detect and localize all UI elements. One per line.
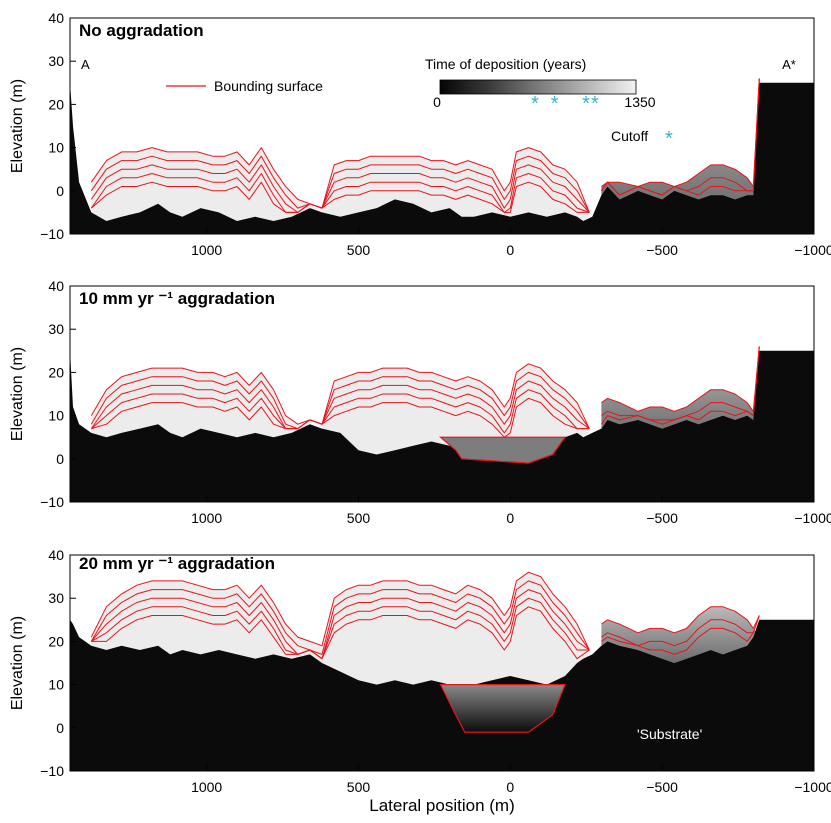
colorbar-gradient — [439, 79, 637, 95]
bounding-surface-line — [90, 380, 590, 430]
bounding-surface-line — [90, 363, 590, 429]
y-axis-label: Elevation (m) — [9, 347, 26, 441]
bounding-surface-line — [600, 78, 760, 196]
y-tick-label: 20 — [48, 633, 64, 649]
y-tick-label: 40 — [48, 547, 64, 563]
cutoff-marker: * — [531, 93, 539, 115]
x-tick-label: 0 — [506, 242, 514, 258]
y-tick-label: 30 — [48, 321, 64, 337]
bounding-surface-line — [601, 606, 760, 634]
plot-frame — [69, 17, 815, 235]
deposit-area — [91, 147, 590, 234]
bounding-surface-line — [90, 389, 590, 434]
plot-frame — [69, 285, 815, 503]
bounding-surface-line — [601, 615, 760, 647]
panel-title: 10 mm yr ⁻¹ aggradation — [79, 289, 275, 308]
plot-frame — [69, 554, 815, 772]
channel-fill — [439, 684, 566, 733]
legend-label: Bounding surface — [214, 78, 323, 94]
bounding-surfaces — [90, 346, 760, 438]
y-tick-label: 30 — [48, 53, 64, 69]
y-tick-label: 20 — [48, 96, 64, 112]
endpoint-label-left: A — [81, 57, 90, 72]
cutoff-legend-star: * — [665, 128, 673, 150]
x-tick-label: 500 — [347, 510, 371, 526]
y-tick-label: 0 — [56, 720, 64, 736]
y-tick-label: −10 — [40, 226, 64, 242]
y-tick-label: 10 — [48, 408, 64, 424]
x-tick-label: 1000 — [191, 779, 222, 795]
bounding-surface-line — [90, 580, 590, 655]
x-tick-label: 500 — [347, 779, 371, 795]
channel-fill — [438, 436, 567, 464]
x-tick-label: 0 — [506, 779, 514, 795]
y-tick-label: 40 — [48, 10, 64, 26]
y-axis-label: Elevation (m) — [9, 79, 26, 173]
bounding-surface-line — [90, 147, 590, 213]
deposit-area-right — [601, 606, 760, 676]
y-tick-label: −10 — [40, 494, 64, 510]
substrate-area — [70, 619, 814, 771]
x-tick-label: 1000 — [191, 510, 222, 526]
x-tick-label: −1000 — [794, 510, 831, 526]
x-tick-label: −500 — [646, 510, 678, 526]
colorbar-min-label: 0 — [433, 94, 441, 110]
bounding-surface-line — [90, 589, 590, 660]
cutoff-markers: * * * * — [531, 93, 599, 115]
deposit-area-right — [601, 350, 760, 455]
y-tick-label: 40 — [48, 278, 64, 294]
bounding-surface-line — [90, 571, 590, 651]
panel-10mm-aggradation: 10 mm yr ⁻¹ aggradation — [69, 285, 815, 503]
endpoint-label-right: A* — [782, 57, 796, 72]
bounding-surface-line — [90, 173, 590, 213]
substrate-label: 'Substrate' — [637, 726, 702, 742]
bounding-surface-line — [600, 346, 760, 425]
bounding-surface-line — [90, 155, 590, 213]
bounding-surfaces — [90, 78, 760, 213]
cutoff-label: Cutoff — [611, 128, 648, 144]
x-tick-label: −1000 — [794, 242, 831, 258]
bounding-surface-line — [91, 397, 590, 438]
panel-title: 20 mm yr ⁻¹ aggradation — [79, 554, 275, 573]
cutoff-marker: * — [591, 93, 599, 115]
x-tick-label: −500 — [646, 779, 678, 795]
panel-no-aggradation: No aggradation — [69, 17, 815, 235]
y-tick-label: 0 — [56, 183, 64, 199]
x-tick-label: −1000 — [794, 779, 831, 795]
colorbar-title: Time of deposition (years) — [425, 56, 586, 72]
bounding-surfaces — [90, 571, 760, 660]
y-tick-label: 10 — [48, 677, 64, 693]
colorbar: Time of deposition (years) 0 1350 * * * * C… — [425, 56, 673, 150]
bounding-surface-line — [90, 164, 590, 213]
substrate-area — [70, 350, 814, 502]
x-tick-label: −500 — [646, 242, 678, 258]
panel-20mm-aggradation: 20 mm yr ⁻¹ aggradation 'Substrate' — [69, 554, 815, 772]
bounding-surface-line — [91, 597, 590, 660]
legend-bounding-surface: Bounding surface — [166, 78, 323, 94]
cutoff-marker: * — [582, 93, 590, 115]
panel-title: No aggradation — [79, 21, 204, 40]
bounding-surface-line — [90, 371, 590, 430]
colorbar-max-label: 1350 — [624, 94, 655, 110]
y-tick-label: 10 — [48, 140, 64, 156]
bounding-surface-line — [601, 78, 760, 187]
x-tick-label: 1000 — [191, 242, 222, 258]
x-tick-label: 0 — [506, 510, 514, 526]
y-tick-label: −10 — [40, 763, 64, 779]
bounding-surface-line — [601, 615, 760, 655]
cutoff-marker: * — [551, 93, 559, 115]
y-tick-label: 20 — [48, 364, 64, 380]
x-axis-label: Lateral position (m) — [369, 796, 515, 815]
bounding-surface-line — [601, 346, 760, 412]
substrate-area — [70, 82, 814, 234]
y-tick-label: 0 — [56, 451, 64, 467]
x-tick-label: 500 — [347, 242, 371, 258]
deposit-area — [91, 572, 590, 689]
y-axis-label: Elevation (m) — [9, 616, 26, 710]
y-tick-label: 30 — [48, 590, 64, 606]
bounding-surface-line — [90, 181, 590, 213]
bounding-surface-line — [91, 606, 590, 660]
